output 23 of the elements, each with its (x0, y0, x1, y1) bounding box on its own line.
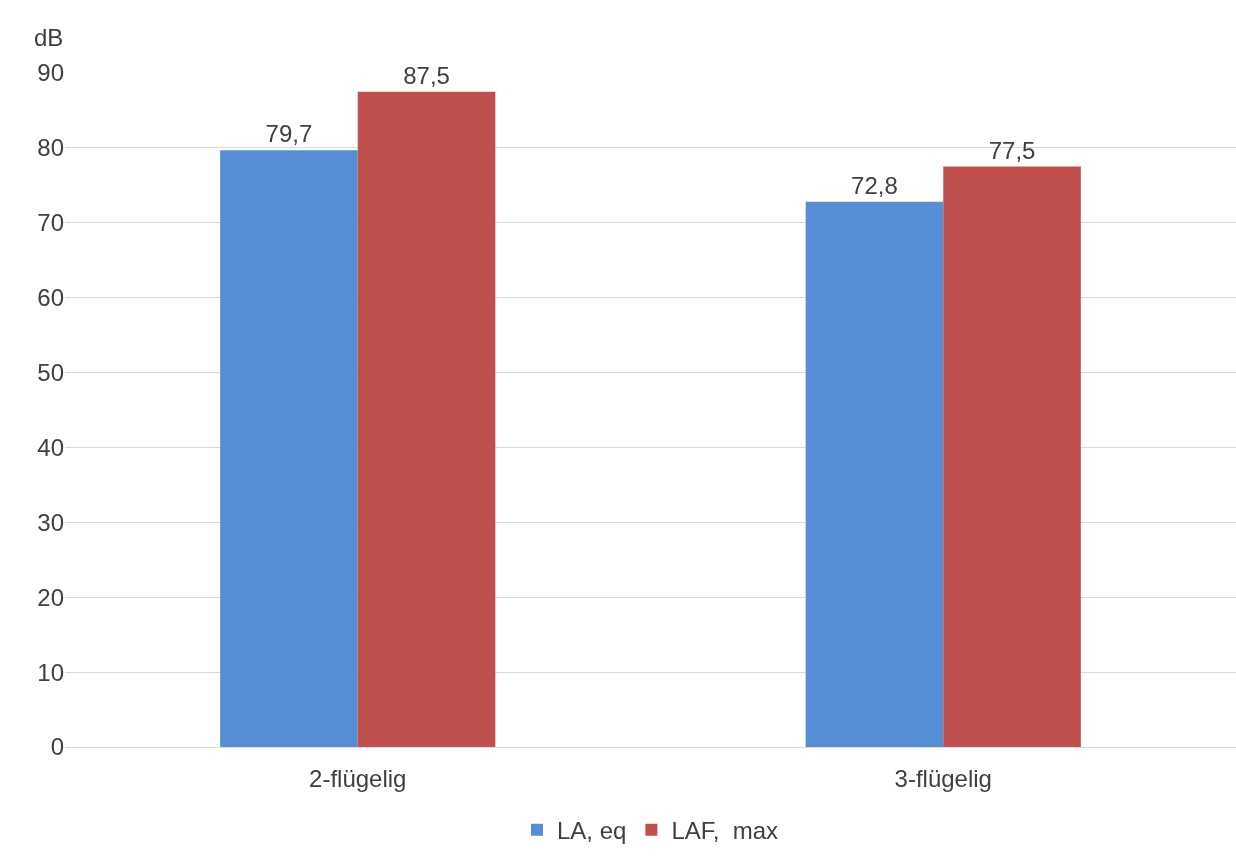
y-tick-label: 70 (37, 209, 64, 237)
y-tick-label: 40 (37, 433, 64, 461)
y-tick-label: 90 (37, 59, 64, 87)
legend-label: LAF, max (671, 817, 779, 845)
y-tick-label: 60 (37, 284, 64, 312)
bar (220, 150, 358, 747)
y-tick-label: 80 (37, 134, 64, 162)
y-tick-label: 30 (37, 508, 64, 536)
legend-label: LA, eq (557, 817, 627, 845)
bar (943, 166, 1081, 747)
bar (357, 91, 496, 747)
bar (805, 201, 944, 747)
data-label: 77,5 (988, 136, 1036, 164)
y-axis-title: dB (34, 24, 64, 51)
y-tick-label: 20 (37, 583, 64, 611)
x-tick-label: 2-flügelig (309, 764, 407, 792)
data-label: 87,5 (403, 61, 450, 89)
y-tick-label: 0 (50, 733, 64, 761)
data-label: 79,7 (265, 120, 313, 148)
x-tick-label: 3-flügelig (894, 764, 992, 792)
y-tick-label: 50 (37, 358, 64, 386)
y-tick-label: 10 (37, 658, 64, 686)
data-label: 72,8 (851, 171, 898, 199)
